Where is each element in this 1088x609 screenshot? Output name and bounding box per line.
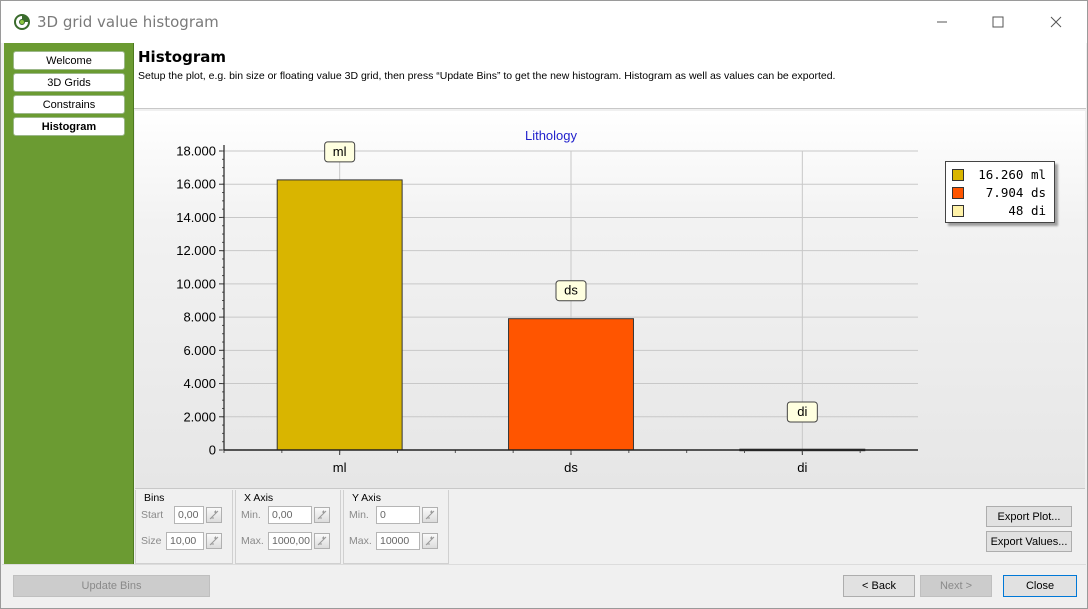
y-max-label: Max.: [349, 535, 372, 547]
page-description: Setup the plot, e.g. bin size or floatin…: [138, 70, 836, 82]
x-max-label: Max.: [241, 535, 264, 547]
chart-title: Lithology: [525, 128, 578, 143]
close-window-button[interactable]: [1027, 1, 1085, 43]
x-axis-group: X Axis Min. 0,00 Max. 1000,00: [235, 490, 341, 564]
bins-start-stepper[interactable]: [206, 507, 222, 523]
x-min-stepper[interactable]: [314, 507, 330, 523]
legend-value: 7.904: [985, 185, 1024, 200]
y-min-stepper[interactable]: [422, 507, 438, 523]
x-axis-group-title: X Axis: [244, 492, 274, 504]
wizard-sidebar: Welcome 3D Grids Constrains Histogram: [4, 43, 134, 564]
bar-label-box: [786, 401, 818, 423]
y-tick-label: 18.000: [176, 144, 216, 159]
y-tick-label: 16.000: [176, 177, 216, 192]
bins-start-label: Start: [141, 509, 164, 521]
bar-label-box: [324, 141, 356, 163]
y-max-input[interactable]: 10000: [376, 532, 420, 550]
x-tick-label: ds: [564, 460, 578, 475]
legend-label: di: [1030, 203, 1046, 218]
y-axis-group: Y Axis Min. 0 Max. 10000: [343, 490, 449, 564]
update-bins-button[interactable]: Update Bins: [13, 575, 210, 597]
legend-value: 16.260: [978, 167, 1024, 182]
close-icon: [1050, 16, 1062, 28]
page-header: Histogram Setup the plot, e.g. bin size …: [134, 43, 1086, 109]
maximize-button[interactable]: [969, 1, 1027, 43]
stepper-icon: [209, 536, 219, 546]
bins-size-input[interactable]: 10,00: [166, 532, 204, 550]
y-tick-label: 10.000: [176, 276, 216, 291]
bar-label: di: [797, 404, 807, 419]
histogram-chart: Lithology 0 2.000 4.000 6.000 8.000 10.000 12.0…: [135, 111, 1085, 489]
minimize-icon: [937, 21, 947, 23]
title-bar: 3D grid value histogram: [1, 1, 1087, 43]
sidebar-item-welcome[interactable]: Welcome: [13, 51, 125, 70]
legend-swatch-ml: [952, 169, 964, 181]
maximize-icon: [992, 16, 1004, 28]
minimize-button[interactable]: [913, 1, 971, 43]
plot-settings: Bins Start 0,00 Size 10,00 X Axis Min. 0…: [135, 490, 1085, 564]
sidebar-item-histogram[interactable]: Histogram: [13, 117, 125, 136]
y-min-input[interactable]: 0: [376, 506, 420, 524]
close-button[interactable]: Close: [1003, 575, 1077, 597]
y-min-label: Min.: [349, 509, 369, 521]
legend-label: ds: [1030, 185, 1046, 200]
sidebar-item-constrains[interactable]: Constrains: [13, 95, 125, 114]
x-max-input[interactable]: 1000,00: [268, 532, 312, 550]
y-tick-label: 0: [209, 443, 216, 458]
chart-legend: 16.260 ml 7.904 ds 48 di: [945, 161, 1055, 223]
legend-entry: 16.260 ml: [946, 166, 1054, 184]
y-axis-group-title: Y Axis: [352, 492, 381, 504]
bar-label: ml: [333, 144, 347, 159]
bins-group-title: Bins: [144, 492, 165, 504]
y-tick-label: 8.000: [183, 310, 216, 325]
export-values-button[interactable]: Export Values...: [986, 531, 1072, 552]
bins-size-stepper[interactable]: [206, 533, 222, 549]
stepper-icon: [425, 536, 435, 546]
legend-value: 48: [1008, 203, 1024, 218]
legend-swatch-di: [952, 205, 964, 217]
export-plot-button[interactable]: Export Plot...: [986, 506, 1072, 527]
x-min-label: Min.: [241, 509, 261, 521]
bar-label: ds: [564, 283, 578, 298]
stepper-icon: [317, 510, 327, 520]
x-tick-label: di: [797, 460, 807, 475]
stepper-icon: [425, 510, 435, 520]
legend-entry: 48 di: [946, 202, 1054, 220]
window-title: 3D grid value histogram: [37, 13, 219, 31]
wizard-footer: Update Bins < Back Next > Close: [2, 564, 1086, 608]
x-max-stepper[interactable]: [314, 533, 330, 549]
page-title: Histogram: [138, 48, 226, 66]
legend-label: ml: [1030, 167, 1046, 182]
app-logo-icon: [14, 14, 30, 30]
legend-swatch-ds: [952, 187, 964, 199]
bins-start-input[interactable]: 0,00: [174, 506, 204, 524]
stepper-icon: [209, 510, 219, 520]
bar-ml: [276, 179, 403, 451]
bins-group: Bins Start 0,00 Size 10,00: [135, 490, 233, 564]
back-button[interactable]: < Back: [843, 575, 915, 597]
y-tick-label: 6.000: [183, 343, 216, 358]
x-tick-label: ml: [333, 460, 347, 475]
y-tick-label: 12.000: [176, 243, 216, 258]
y-tick-label: 4.000: [183, 376, 216, 391]
next-button[interactable]: Next >: [920, 575, 992, 597]
stepper-icon: [317, 536, 327, 546]
x-min-input[interactable]: 0,00: [268, 506, 312, 524]
bar-label-box: [555, 280, 587, 302]
y-tick-label: 14.000: [176, 210, 216, 225]
sidebar-item-3d-grids[interactable]: 3D Grids: [13, 73, 125, 92]
bar-ds: [508, 318, 634, 451]
histogram-plot: Lithology 0 2.000 4.000 6.000 8.000 10.000 12.0…: [176, 128, 918, 475]
y-tick-label: 2.000: [183, 409, 216, 424]
bins-size-label: Size: [141, 535, 162, 547]
y-max-stepper[interactable]: [422, 533, 438, 549]
legend-entry: 7.904 ds: [946, 184, 1054, 202]
